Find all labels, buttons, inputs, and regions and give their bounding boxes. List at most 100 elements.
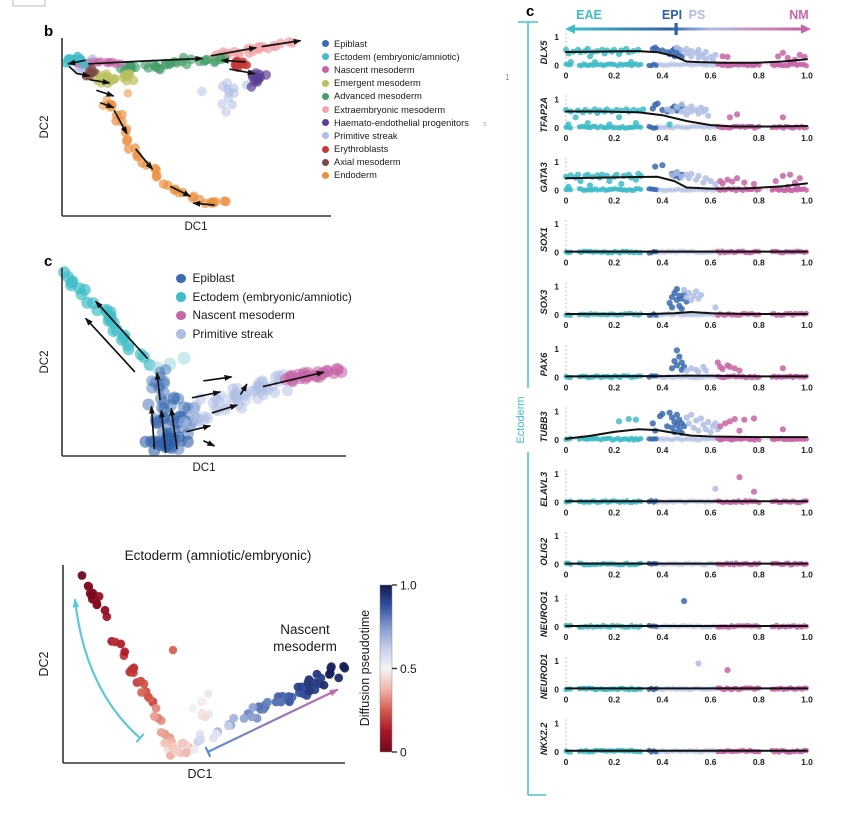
panel-c-left-velocity-arrows xyxy=(85,300,325,454)
legend-label: Extraembryonic mesoderm xyxy=(334,104,446,115)
legend-swatch xyxy=(176,310,186,321)
legend-swatch xyxy=(176,292,186,302)
x-tick-label: 0.4 xyxy=(656,695,668,705)
x-tick-label: 1.0 xyxy=(801,445,813,455)
panel-b-legend-item: Epiblast xyxy=(322,37,469,50)
x-tick-label: 0.6 xyxy=(705,632,717,642)
panel-c-left-legend-item: Nascent mesoderm xyxy=(176,306,352,325)
x-tick-label: 0.8 xyxy=(753,71,765,81)
legend-label: Epiblast xyxy=(334,38,368,49)
legend-swatch xyxy=(322,106,329,114)
x-tick-label: 0.2 xyxy=(608,757,620,767)
x-tick-label: 0.8 xyxy=(753,757,765,767)
legend-swatch xyxy=(322,171,329,179)
x-tick-label: 0.6 xyxy=(705,445,717,455)
legend-swatch xyxy=(322,158,329,166)
x-tick-label: 0 xyxy=(564,383,569,393)
x-tick-label: 0.8 xyxy=(753,133,765,143)
y-tick-label: 1 xyxy=(554,157,559,167)
gene-plot-NKX2.2: 1 00 0.2 0.4 0.6 0.8 1.0 NKX2.2 xyxy=(539,718,813,767)
x-tick-label: 0.4 xyxy=(656,757,668,767)
panel-c-right-gene-plots: c Ectoderm EAE EPI PS NM 1s 100 0.2 0.4 0.6 0.8… xyxy=(483,3,813,796)
panel-b-legend-item: Nascent mesoderm xyxy=(322,63,469,76)
x-tick-label: 0.4 xyxy=(656,258,668,268)
x-tick-label: 0 xyxy=(564,445,569,455)
x-tick-label: 0.6 xyxy=(705,71,717,81)
x-tick-label: 0.8 xyxy=(753,570,765,580)
ectoderm-bracket xyxy=(518,21,546,796)
x-tick-label: 0.4 xyxy=(656,71,668,81)
cropped-neighbour-box xyxy=(12,0,46,7)
x-tick-label: 0.6 xyxy=(705,133,717,143)
pseudotime-scatter-points xyxy=(77,571,350,760)
legend-label: Advanced mesoderm xyxy=(334,91,422,102)
x-tick-label: 0.6 xyxy=(705,258,717,268)
legend-swatch xyxy=(322,132,329,140)
panel-c-left-diffusion-map: c DC1 DC2 xyxy=(39,253,348,474)
x-tick-label: 1.0 xyxy=(801,507,813,517)
x-tick-label: 1.0 xyxy=(801,632,813,642)
legend-swatch xyxy=(322,40,329,48)
x-tick-label: 0 xyxy=(564,695,569,705)
gene-name-label: NKX2.2 xyxy=(539,722,549,755)
x-tick-label: 0.2 xyxy=(608,320,620,330)
y-tick-label: 1 xyxy=(554,469,559,479)
x-tick-label: 1.0 xyxy=(801,195,813,205)
legend-label: Nascent mesoderm xyxy=(192,308,295,323)
x-tick-label: 1.0 xyxy=(801,258,813,268)
panel-b-legend-item: Erythroblasts xyxy=(322,143,469,156)
y-tick-label: 0 xyxy=(554,310,559,320)
gene-name-label: PAX6 xyxy=(539,352,549,376)
y-tick-label: 1 xyxy=(554,531,559,541)
x-tick-label: 0 xyxy=(564,757,569,767)
legend-label: Emergent mesoderm xyxy=(334,78,421,89)
gene-plot-PAX6: 1 00 0.2 0.4 0.6 0.8 1.0 PAX6 xyxy=(539,344,813,393)
x-tick-label: 0.2 xyxy=(608,632,620,642)
panel-c-left-scatter-points xyxy=(58,266,348,457)
x-tick-label: 0 xyxy=(564,71,569,81)
x-tick-label: 0.8 xyxy=(753,507,765,517)
panel-b-legend-item: Emergent mesoderm xyxy=(322,77,469,90)
y-tick-label: 0 xyxy=(554,497,559,507)
x-tick-label: 0.2 xyxy=(608,445,620,455)
panel-b-letter: b xyxy=(44,23,53,40)
x-tick-label: 0.2 xyxy=(608,383,620,393)
legend-swatch xyxy=(322,145,329,153)
y-tick-label: 1 xyxy=(554,406,559,416)
x-tick-label: 0.2 xyxy=(608,195,620,205)
pseudotime-annotation-line2: mesoderm xyxy=(273,639,337,654)
panel-c-right-letter: c xyxy=(526,3,534,20)
panel-b-legend-item: Haemato-endothelial progenitors xyxy=(322,116,469,129)
x-tick-label: 1.0 xyxy=(801,71,813,81)
legend-label: Ectodem (embryonic/amniotic) xyxy=(334,51,460,62)
gene-name-label: SOX1 xyxy=(539,227,549,252)
panel-b-legend-item: Primitive streak xyxy=(322,129,469,142)
x-tick-label: 0.6 xyxy=(705,570,717,580)
y-tick-label: 1 xyxy=(554,94,559,104)
x-tick-label: 0.2 xyxy=(608,507,620,517)
panel-b-ylabel: DC2 xyxy=(39,115,51,138)
legend-swatch xyxy=(322,119,329,127)
panel-b-legend-item: Endoderm xyxy=(322,169,469,182)
legend-label: Epiblast xyxy=(192,271,235,286)
y-tick-label: 0 xyxy=(554,373,559,383)
panel-b-legend-item: Extraembryonic mesoderm xyxy=(322,103,469,116)
x-tick-label: 0 xyxy=(564,195,569,205)
legend-label: Primitive streak xyxy=(192,327,274,342)
y-tick-label: 0 xyxy=(554,61,559,71)
panel-c-left-xlabel: DC1 xyxy=(192,462,215,474)
gene-plot-ELAVL3: 1 00 0.2 0.4 0.6 0.8 1.0 ELAVL3 xyxy=(539,469,813,518)
svg-text:1: 1 xyxy=(505,73,510,82)
x-tick-label: 0.6 xyxy=(705,383,717,393)
y-tick-label: 0 xyxy=(554,685,559,695)
gene-plot-DLX5: 1 00 0.2 0.4 0.6 0.8 1.0 DLX5 xyxy=(539,32,813,81)
gene-plot-NEUROD1: 1 00 0.2 0.4 0.6 0.8 1.0 NEUROD1 xyxy=(539,654,813,705)
y-tick-label: 0 xyxy=(554,185,559,195)
x-tick-label: 0.4 xyxy=(656,632,668,642)
header-label-eae: EAE xyxy=(576,8,602,22)
legend-swatch xyxy=(322,79,329,87)
y-tick-label: 0 xyxy=(554,622,559,632)
pseudotime-axis-header-labels: EAE EPI PS NM xyxy=(576,8,809,22)
legend-label: Axial mesoderm xyxy=(334,157,401,168)
y-tick-label: 0 xyxy=(554,248,559,258)
